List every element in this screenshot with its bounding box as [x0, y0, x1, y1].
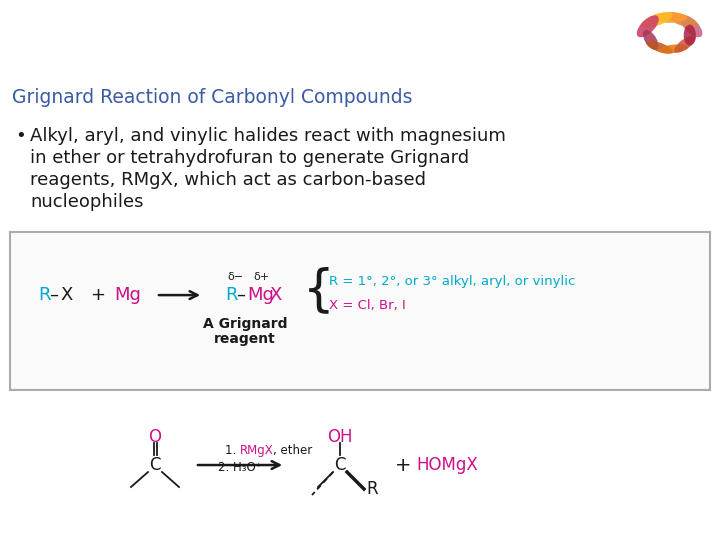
Ellipse shape: [642, 12, 672, 28]
Text: nucleophiles: nucleophiles: [30, 193, 143, 211]
Text: 2. H₃O⁺: 2. H₃O⁺: [218, 461, 262, 474]
Ellipse shape: [658, 44, 688, 53]
Text: δ+: δ+: [253, 272, 269, 282]
Text: +: +: [90, 286, 105, 304]
Text: R: R: [38, 286, 50, 304]
Ellipse shape: [636, 15, 659, 37]
Ellipse shape: [646, 41, 673, 53]
Text: Mg: Mg: [247, 286, 274, 304]
Ellipse shape: [667, 12, 698, 28]
Ellipse shape: [674, 36, 696, 52]
Text: Preparing Alcohols from Carbonyl Compounds: Preparing Alcohols from Carbonyl Compoun…: [14, 26, 571, 46]
Text: X: X: [269, 286, 282, 304]
Text: reagent: reagent: [214, 332, 276, 346]
Text: R = 1°, 2°, or 3° alkyl, aryl, or vinylic: R = 1°, 2°, or 3° alkyl, aryl, or vinyli…: [329, 275, 575, 288]
Text: {: {: [303, 266, 335, 314]
FancyBboxPatch shape: [10, 232, 710, 390]
Text: C: C: [334, 456, 346, 474]
Text: C: C: [149, 456, 161, 474]
Text: , ether: , ether: [273, 443, 312, 456]
Text: in ether or tetrahydrofuran to generate Grignard: in ether or tetrahydrofuran to generate …: [30, 149, 469, 167]
Ellipse shape: [680, 15, 703, 37]
Text: –: –: [236, 286, 245, 304]
Text: O: O: [148, 428, 161, 446]
Text: OH: OH: [328, 428, 353, 446]
Text: R: R: [366, 480, 377, 498]
Text: RMgX: RMgX: [240, 443, 274, 456]
Text: –: –: [49, 286, 58, 304]
Text: δ−: δ−: [227, 272, 243, 282]
Text: Grignard Reaction of Carbonyl Compounds: Grignard Reaction of Carbonyl Compounds: [12, 88, 413, 107]
Text: HOMgX: HOMgX: [416, 456, 478, 474]
Ellipse shape: [684, 25, 696, 45]
Text: Alkyl, aryl, and vinylic halides react with magnesium: Alkyl, aryl, and vinylic halides react w…: [30, 127, 506, 145]
Text: reagents, RMgX, which act as carbon-based: reagents, RMgX, which act as carbon-base…: [30, 171, 426, 189]
Ellipse shape: [652, 12, 687, 23]
Text: 1.: 1.: [225, 443, 240, 456]
Text: R: R: [225, 286, 238, 304]
Ellipse shape: [643, 30, 658, 50]
Text: Mg: Mg: [114, 286, 141, 304]
Text: X: X: [60, 286, 73, 304]
Text: X = Cl, Br, I: X = Cl, Br, I: [329, 299, 406, 312]
Text: A Grignard: A Grignard: [203, 317, 287, 331]
Text: +: +: [395, 456, 412, 475]
Text: •: •: [15, 127, 26, 145]
